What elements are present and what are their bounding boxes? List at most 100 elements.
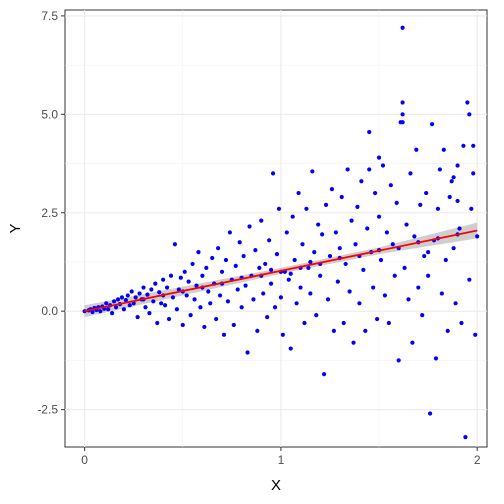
data-point xyxy=(433,356,439,361)
data-point xyxy=(373,190,378,196)
y-axis-ticks: -2.5 0.0 2.5 5.0 7.5 xyxy=(37,9,65,417)
data-point xyxy=(355,204,360,209)
data-point xyxy=(408,171,413,176)
data-point xyxy=(331,328,337,333)
data-point xyxy=(359,179,364,184)
data-point xyxy=(465,100,470,105)
data-point xyxy=(245,350,250,355)
data-point xyxy=(426,273,431,278)
data-point xyxy=(339,194,344,200)
data-point xyxy=(270,171,276,176)
data-point xyxy=(298,285,303,290)
data-point xyxy=(155,320,160,326)
data-point xyxy=(463,435,468,440)
data-point xyxy=(196,250,201,255)
data-point xyxy=(153,281,158,286)
data-point xyxy=(294,301,299,306)
data-point xyxy=(384,230,389,235)
data-point xyxy=(170,295,176,300)
data-point xyxy=(459,320,464,326)
y-axis-title: Y xyxy=(7,223,24,233)
data-point xyxy=(437,167,442,172)
data-point xyxy=(149,287,154,292)
data-point xyxy=(461,143,466,148)
data-point xyxy=(261,291,266,296)
data-point xyxy=(455,163,460,168)
data-point xyxy=(376,155,382,160)
data-point xyxy=(412,234,417,239)
data-point xyxy=(316,222,321,227)
y-tick-label: 0.0 xyxy=(41,304,58,318)
data-point xyxy=(416,285,421,290)
data-point xyxy=(129,289,134,294)
data-point xyxy=(186,279,191,284)
data-point xyxy=(312,250,317,255)
data-point xyxy=(396,358,401,363)
data-point xyxy=(420,313,425,318)
data-point xyxy=(286,277,291,282)
data-point xyxy=(345,167,350,172)
data-point xyxy=(435,206,441,211)
data-point xyxy=(308,291,313,296)
data-point xyxy=(427,411,433,416)
data-point xyxy=(190,261,195,267)
x-axis-ticks: 0 1 2 xyxy=(81,447,481,467)
data-point xyxy=(441,147,446,152)
data-point xyxy=(288,346,293,351)
data-point xyxy=(127,303,132,308)
data-point xyxy=(161,277,166,282)
data-point xyxy=(157,290,162,295)
data-point xyxy=(227,230,232,235)
data-point xyxy=(414,147,419,152)
data-point xyxy=(371,285,376,290)
data-point xyxy=(210,255,215,261)
x-tick-label: 2 xyxy=(474,453,481,467)
plot-panel xyxy=(64,9,488,448)
data-point xyxy=(302,320,307,326)
data-point xyxy=(357,301,362,306)
data-point xyxy=(208,301,213,306)
data-point xyxy=(172,242,178,247)
y-tick-label: -2.5 xyxy=(37,403,58,417)
data-point xyxy=(343,261,348,267)
data-point xyxy=(223,257,229,263)
data-point xyxy=(365,226,370,231)
data-point xyxy=(276,206,282,211)
x-tick-label: 0 xyxy=(81,453,88,467)
data-point xyxy=(141,285,146,290)
data-point xyxy=(349,218,354,223)
data-point xyxy=(147,311,152,316)
data-point xyxy=(253,248,258,253)
data-point xyxy=(280,332,285,337)
data-point xyxy=(321,372,327,377)
data-point xyxy=(219,269,225,274)
minor-gridlines xyxy=(65,10,487,447)
data-point xyxy=(214,316,219,322)
data-point xyxy=(376,214,382,219)
data-point xyxy=(159,301,164,306)
data-point xyxy=(363,328,368,333)
fit-line-layer xyxy=(84,229,478,313)
data-point xyxy=(178,275,183,280)
data-point xyxy=(374,316,380,322)
data-point xyxy=(184,293,189,298)
data-point xyxy=(263,261,268,267)
data-point xyxy=(310,169,315,174)
data-point xyxy=(400,120,405,125)
data-point xyxy=(164,285,170,290)
data-point xyxy=(110,311,115,316)
data-point xyxy=(237,240,242,245)
data-point xyxy=(422,253,427,259)
data-point xyxy=(241,253,246,259)
data-point xyxy=(424,190,429,196)
data-point xyxy=(137,291,142,296)
data-point xyxy=(163,303,168,308)
data-point xyxy=(337,246,342,251)
data-point xyxy=(192,297,197,302)
data-point xyxy=(90,309,95,315)
data-point xyxy=(392,273,397,278)
data-point xyxy=(145,292,150,297)
data-point xyxy=(221,332,227,337)
data-point xyxy=(217,293,223,298)
data-point xyxy=(308,259,313,265)
